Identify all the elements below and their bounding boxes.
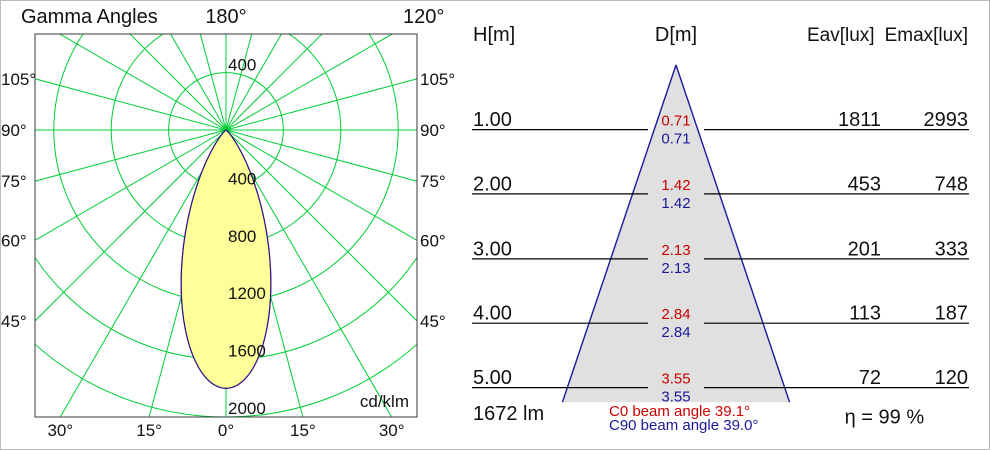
svg-text:72: 72 (859, 367, 881, 389)
svg-text:0.71: 0.71 (661, 113, 690, 130)
svg-text:η = 99 %: η = 99 % (845, 407, 925, 429)
svg-text:105°: 105° (420, 70, 455, 89)
svg-text:60°: 60° (420, 231, 446, 250)
svg-text:333: 333 (935, 238, 968, 260)
svg-text:180°: 180° (205, 6, 246, 28)
svg-text:400: 400 (228, 56, 256, 75)
svg-text:2.13: 2.13 (661, 242, 690, 259)
svg-text:C90 beam angle 39.0°: C90 beam angle 39.0° (609, 417, 758, 434)
svg-text:90°: 90° (1, 121, 27, 140)
svg-text:45°: 45° (420, 312, 446, 331)
svg-text:800: 800 (228, 227, 256, 246)
svg-text:90°: 90° (420, 121, 446, 140)
svg-text:1600: 1600 (228, 342, 266, 361)
svg-text:1811: 1811 (838, 109, 881, 131)
svg-text:4.00: 4.00 (473, 303, 512, 325)
svg-text:187: 187 (935, 303, 968, 325)
svg-text:2.84: 2.84 (661, 306, 690, 323)
svg-text:0°: 0° (218, 421, 234, 440)
svg-text:453: 453 (848, 173, 881, 195)
svg-text:748: 748 (935, 173, 968, 195)
svg-text:75°: 75° (420, 172, 446, 191)
svg-text:H[m]: H[m] (473, 24, 515, 46)
svg-text:30°: 30° (47, 421, 73, 440)
svg-text:60°: 60° (1, 231, 27, 250)
svg-text:2993: 2993 (924, 109, 969, 131)
svg-text:2.13: 2.13 (661, 260, 690, 277)
svg-text:Eav[lux]: Eav[lux] (807, 25, 875, 46)
svg-text:Gamma Angles: Gamma Angles (21, 6, 158, 28)
svg-text:2.84: 2.84 (661, 324, 690, 341)
svg-text:D[m]: D[m] (655, 24, 697, 46)
svg-text:1200: 1200 (228, 284, 266, 303)
svg-text:30°: 30° (379, 421, 405, 440)
svg-text:400: 400 (228, 169, 256, 188)
svg-text:Emax[lux]: Emax[lux] (885, 25, 968, 46)
svg-text:45°: 45° (1, 312, 27, 331)
svg-text:5.00: 5.00 (473, 367, 512, 389)
svg-text:1.42: 1.42 (661, 195, 690, 212)
svg-text:15°: 15° (136, 421, 162, 440)
svg-text:0.71: 0.71 (661, 131, 690, 148)
svg-text:120: 120 (935, 367, 968, 389)
svg-text:15°: 15° (290, 421, 316, 440)
svg-text:120°: 120° (403, 6, 444, 28)
svg-text:105°: 105° (1, 70, 36, 89)
svg-text:75°: 75° (1, 172, 27, 191)
svg-text:1.00: 1.00 (473, 109, 512, 131)
svg-text:3.00: 3.00 (473, 238, 512, 260)
svg-text:1672 lm: 1672 lm (473, 403, 544, 425)
svg-text:113: 113 (849, 303, 881, 325)
svg-text:cd/klm: cd/klm (360, 392, 409, 411)
svg-text:201: 201 (848, 238, 881, 260)
svg-text:2000: 2000 (228, 399, 266, 418)
svg-text:1.42: 1.42 (661, 177, 690, 194)
svg-text:2.00: 2.00 (473, 173, 512, 195)
svg-text:3.55: 3.55 (661, 371, 690, 388)
